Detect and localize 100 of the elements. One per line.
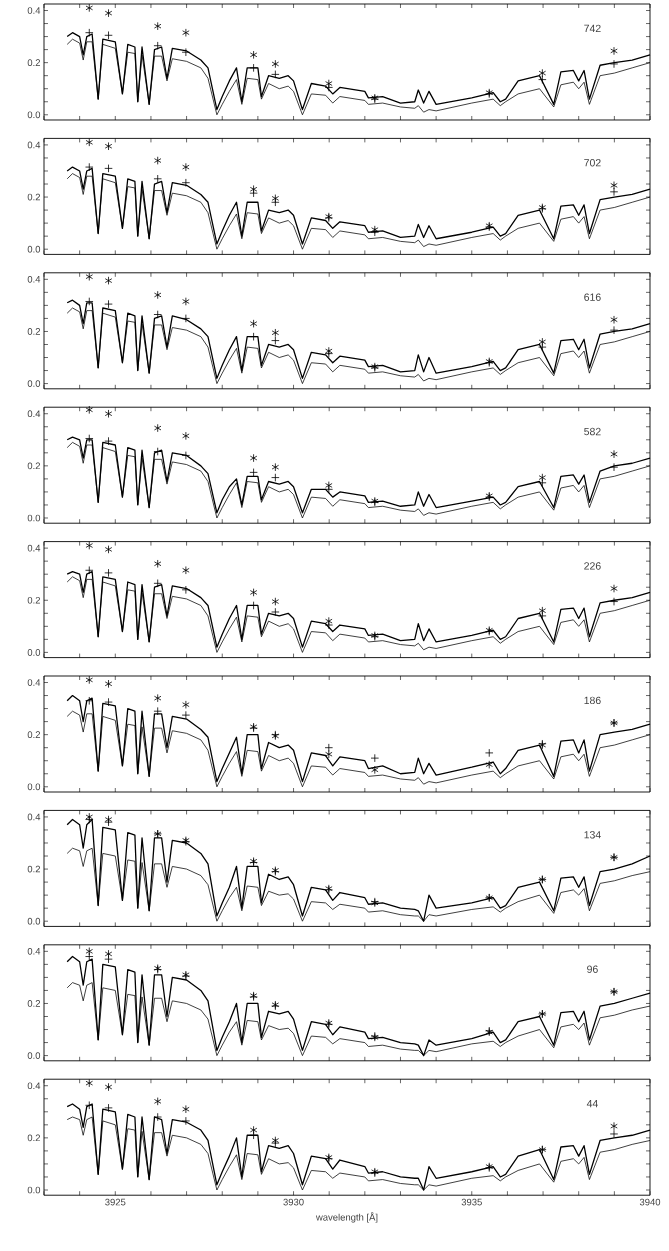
point (181, 48, 191, 57)
y-tick-label: 0.4 (27, 275, 41, 283)
y-tick-label: 0.2 (27, 865, 41, 873)
y-tick-label: 0.0 (27, 649, 41, 656)
point (104, 697, 113, 707)
point (271, 1138, 280, 1148)
y-tick-label: 0.4 (27, 141, 41, 149)
y-tick-label: 0.4 (27, 679, 41, 686)
point (182, 1104, 190, 1114)
point (104, 1082, 113, 1092)
point (324, 620, 334, 630)
point (249, 1131, 258, 1140)
point (85, 696, 94, 705)
point (371, 225, 379, 234)
point (610, 584, 618, 593)
point (153, 41, 162, 50)
point (85, 28, 94, 37)
point (154, 156, 162, 165)
point (104, 954, 113, 964)
point (325, 79, 333, 88)
annotation: 44 (586, 1099, 598, 1108)
x-axis-title: wavelength [Å] (315, 1212, 378, 1223)
point (249, 1125, 258, 1135)
point (154, 423, 162, 433)
point (104, 142, 113, 151)
y-tick-label: 0.2 (27, 731, 41, 739)
point (271, 607, 280, 617)
point (271, 59, 280, 69)
point (538, 606, 547, 615)
point (85, 434, 94, 443)
point (104, 817, 113, 827)
point (249, 468, 258, 477)
point (271, 473, 280, 482)
point (325, 750, 333, 759)
point (371, 765, 379, 775)
point (154, 21, 162, 31)
y-tick-label: 0.2 (27, 193, 41, 201)
point (154, 693, 162, 703)
point (104, 164, 113, 173)
point (104, 949, 113, 959)
point (85, 405, 93, 415)
y-tick-label: 0.2 (27, 1134, 41, 1142)
point (182, 700, 190, 709)
annotation: 702 (584, 159, 601, 167)
point (153, 707, 162, 716)
point (104, 31, 113, 40)
point (610, 315, 618, 324)
point (370, 753, 380, 763)
point (154, 559, 162, 568)
point (85, 297, 94, 306)
point (609, 187, 619, 197)
point (153, 579, 162, 588)
point (182, 297, 190, 306)
annotation: 96 (587, 965, 598, 973)
point (104, 568, 113, 578)
y-tick-label: 0.0 (27, 111, 41, 119)
point (324, 485, 334, 494)
point (538, 68, 547, 78)
point (181, 178, 191, 187)
point (609, 462, 619, 472)
point (538, 337, 547, 347)
point (154, 290, 162, 300)
point (181, 1116, 191, 1126)
point (104, 679, 113, 689)
point (153, 1112, 162, 1122)
point (182, 28, 190, 37)
y-tick-label: 0.4 (27, 1082, 41, 1090)
point (85, 566, 94, 575)
x-tick-label: 3940 (639, 1198, 661, 1206)
point (271, 597, 280, 606)
point (85, 812, 93, 822)
y-tick-label: 0.0 (27, 917, 41, 925)
y-tick-label: 0.2 (27, 462, 41, 470)
point (85, 1078, 93, 1088)
y-tick-label: 0.2 (27, 1000, 41, 1007)
point (182, 566, 190, 575)
y-tick-label: 0.4 (27, 7, 41, 14)
point (249, 188, 258, 198)
point (154, 1097, 162, 1106)
annotation: 616 (584, 293, 601, 301)
point (85, 272, 93, 281)
point (85, 541, 93, 550)
point (324, 83, 334, 92)
point (538, 342, 547, 352)
point (271, 336, 280, 345)
point (325, 481, 333, 490)
point (182, 431, 190, 441)
point (249, 319, 258, 328)
point (271, 194, 280, 203)
point (538, 473, 547, 482)
point (609, 1129, 619, 1139)
y-tick-label: 0.0 (27, 1052, 41, 1059)
y-tick-label: 0.0 (27, 380, 41, 387)
point (271, 198, 280, 207)
point (85, 138, 93, 147)
point (153, 174, 162, 184)
y-tick-label: 0.0 (27, 514, 41, 522)
point (104, 276, 113, 285)
point (181, 451, 191, 460)
point (85, 815, 94, 824)
